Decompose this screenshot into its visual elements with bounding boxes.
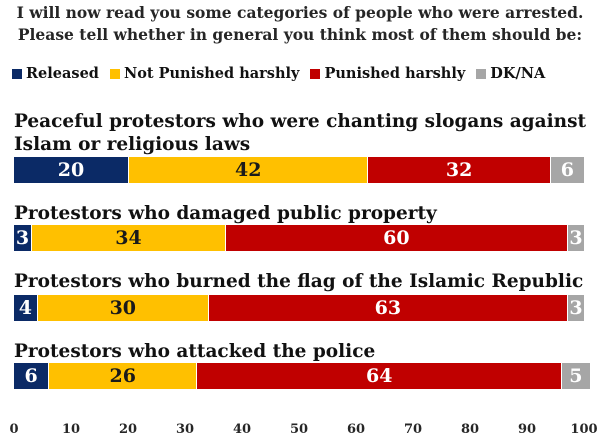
bar-segment-dk-na: 3 <box>566 225 584 251</box>
bar-segment-not-punished-harshly: 30 <box>36 295 208 321</box>
data-label: 3 <box>569 227 583 249</box>
data-label: 4 <box>18 297 33 319</box>
data-label: 3 <box>15 227 30 249</box>
legend-item-dk-na: DK/NA <box>476 65 545 82</box>
legend: Released Not Punished harshly Punished har… <box>12 65 600 82</box>
legend-item-released: Released <box>12 65 99 82</box>
bar-segment-punished-harshly: 32 <box>367 157 550 183</box>
data-label: 64 <box>366 365 393 387</box>
bar-segment-punished-harshly: 64 <box>196 363 562 389</box>
chart-title-line-2: Please tell whether in general you think… <box>17 25 583 44</box>
bar-segment-released: 3 <box>14 225 32 251</box>
bar-segment-dk-na: 6 <box>549 157 584 183</box>
data-label: 26 <box>109 365 136 387</box>
bar-row-3: 4 30 63 3 <box>14 295 584 321</box>
x-tick-label: 40 <box>232 422 252 437</box>
legend-label: DK/NA <box>490 65 546 82</box>
bar-segment-released: 6 <box>14 363 49 389</box>
data-label: 6 <box>560 159 574 181</box>
x-tick-label: 70 <box>403 422 423 437</box>
legend-item-not-punished-harshly: Not Punished harshly <box>109 65 300 82</box>
legend-swatch-released <box>12 68 22 79</box>
bar-segment-not-punished-harshly: 34 <box>31 225 225 251</box>
legend-swatch-not-punished-harshly <box>109 68 120 79</box>
bar-segment-dk-na: 3 <box>566 295 584 321</box>
x-tick-label: 60 <box>346 422 366 437</box>
category-label: Protestors who damaged public property <box>14 203 437 224</box>
data-label: 3 <box>569 297 583 319</box>
x-tick-label: 80 <box>460 422 480 437</box>
x-tick-label: 50 <box>289 422 309 437</box>
x-tick-label: 10 <box>61 422 81 437</box>
bar-segment-punished-harshly: 60 <box>224 225 567 251</box>
legend-label: Punished harshly <box>324 65 466 82</box>
legend-swatch-punished-harshly <box>310 68 321 79</box>
legend-swatch-dk-na <box>476 68 487 79</box>
data-label: 34 <box>115 227 142 249</box>
data-label: 32 <box>445 159 473 181</box>
bar-segment-punished-harshly: 63 <box>207 295 567 321</box>
data-label: 63 <box>374 297 402 319</box>
legend-label: Released <box>26 65 99 82</box>
data-label: 42 <box>234 159 262 181</box>
bar-segment-released: 4 <box>14 295 37 321</box>
bar-segment-released: 20 <box>14 157 128 183</box>
bar-row-2: 3 34 60 3 <box>14 225 584 251</box>
chart-title: I will now read you some categories of p… <box>0 2 600 46</box>
x-tick-label: 90 <box>517 422 537 437</box>
category-label: Protestors who attacked the police <box>14 341 376 362</box>
legend-label: Not Punished harshly <box>123 65 300 82</box>
bar-segment-not-punished-harshly: 26 <box>48 363 197 389</box>
data-label: 6 <box>24 365 38 387</box>
category-label: Protestors who burned the flag of the Is… <box>14 271 584 292</box>
chart-title-line-1: I will now read you some categories of p… <box>16 3 584 22</box>
category-label: Peaceful protestors who were chanting sl… <box>14 111 587 155</box>
data-label: 30 <box>109 297 137 319</box>
data-label: 60 <box>383 227 410 249</box>
data-label: 20 <box>57 159 85 181</box>
bar-segment-not-punished-harshly: 42 <box>128 157 368 183</box>
data-label: 5 <box>569 365 583 387</box>
bar-segment-dk-na: 5 <box>561 363 590 389</box>
legend-item-punished-harshly: Punished harshly <box>310 65 465 82</box>
bar-row-1: 20 42 32 6 <box>14 157 584 183</box>
x-tick-label: 100 <box>570 422 598 437</box>
bar-row-4: 6 26 64 5 <box>14 363 590 389</box>
x-tick-label: 30 <box>175 422 195 437</box>
x-tick-label: 20 <box>118 422 138 437</box>
x-tick-label: 0 <box>9 422 19 437</box>
